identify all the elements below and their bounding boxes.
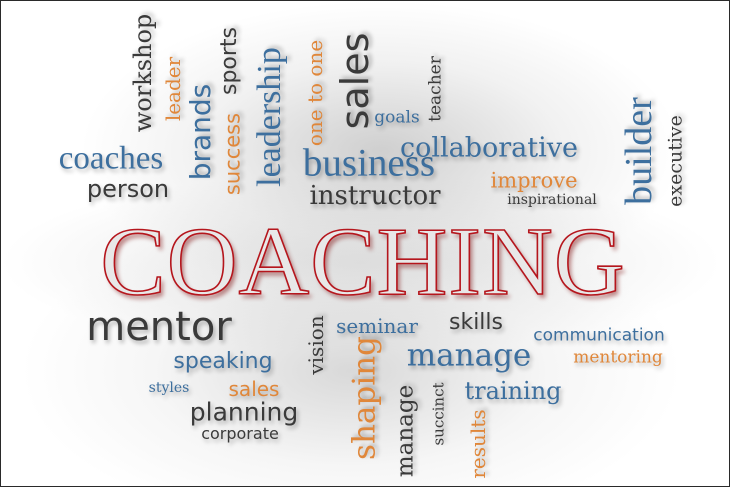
word-executive: executive <box>664 115 687 207</box>
word-builder: builder <box>618 97 660 205</box>
word-inspirational: inspirational <box>507 192 597 208</box>
word-styles: styles <box>148 380 190 396</box>
word-skills: skills <box>448 310 504 335</box>
word-improve: improve <box>490 168 578 193</box>
word-manage-vertical: manage <box>392 384 419 478</box>
word-leadership: leadership <box>251 47 288 187</box>
word-workshop: workshop <box>129 13 157 133</box>
word-seminar: seminar <box>336 314 418 338</box>
word-sales-top: sales <box>333 32 377 130</box>
word-succinct: succinct <box>429 382 448 446</box>
word-coaching: COACHING <box>100 208 626 316</box>
word-mentoring: mentoring <box>573 347 663 368</box>
word-teacher: teacher <box>425 56 446 122</box>
word-mentor: mentor <box>86 304 232 350</box>
word-results: results <box>466 409 490 479</box>
word-corporate: corporate <box>201 424 279 443</box>
word-manage-blue: manage <box>406 337 532 374</box>
word-instructor: instructor <box>309 181 441 211</box>
word-brands: brands <box>184 83 217 181</box>
word-sales-bottom: sales <box>228 377 280 401</box>
word-one-to-one: one to one <box>303 39 327 147</box>
word-person: person <box>86 175 170 203</box>
word-shaping: shaping <box>346 336 383 460</box>
word-collaborative: collaborative <box>399 132 579 164</box>
word-vision: vision <box>304 315 328 375</box>
word-sports: sports <box>217 26 242 96</box>
word-business: business <box>302 141 436 185</box>
word-success: success <box>220 112 245 196</box>
word-communication: communication <box>533 325 665 346</box>
word-speaking: speaking <box>173 349 273 374</box>
word-planning: planning <box>189 397 299 427</box>
word-leader: leader <box>161 56 185 122</box>
word-training: training <box>464 377 562 405</box>
word-goals: goals <box>374 107 420 128</box>
word-coaches: coaches <box>58 140 164 177</box>
